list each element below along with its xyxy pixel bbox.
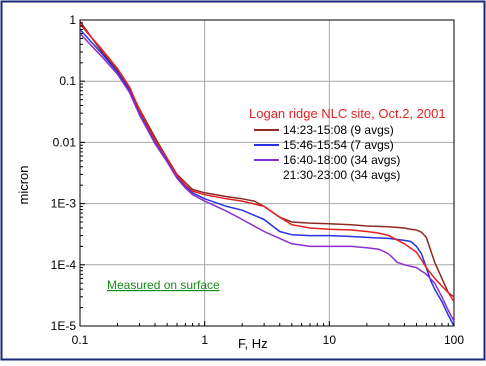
legend-label-4: 21:30-23:00 (34 avgs): [283, 168, 400, 182]
y-tick-label: 1E-5: [51, 319, 77, 333]
ticks-layer: 0.1 1 10 100 1 0.1 0.01 1E-3 1E-4 1E-5: [51, 13, 465, 347]
y-tick-label: 1E-3: [51, 197, 77, 211]
y-tick-label: 0.1: [59, 74, 76, 88]
y-tick-label: 0.01: [53, 135, 77, 149]
y-tick-label: 1: [69, 13, 76, 27]
x-tick-label: 0.1: [72, 333, 89, 347]
series-layer: [79, 20, 455, 327]
legend-label-2: 15:46-15:54 (7 avgs): [283, 138, 394, 152]
measured-on-surface-annotation: Measured on surface: [107, 278, 220, 292]
legend: 14:23-15:08 (9 avgs)15:46-15:54 (7 avgs)…: [254, 123, 400, 182]
grid-layer: [80, 20, 454, 326]
legend-label-3: 16:40-18:00 (34 avgs): [283, 153, 400, 167]
legend-label-1: 14:23-15:08 (9 avgs): [283, 123, 394, 137]
y-axis-label: micron: [16, 165, 31, 204]
plot-area-border: [79, 19, 455, 327]
y-tick-label: 1E-4: [51, 258, 77, 272]
x-axis-label: F, Hz: [238, 336, 268, 351]
chart-title: Logan ridge NLC site, Oct.2, 2001: [249, 106, 446, 121]
x-tick-label: 1: [201, 333, 208, 347]
series-line-4: [79, 23, 455, 303]
series-line-3: [79, 33, 455, 322]
x-tick-label: 100: [444, 333, 464, 347]
x-tick-label: 10: [323, 333, 337, 347]
